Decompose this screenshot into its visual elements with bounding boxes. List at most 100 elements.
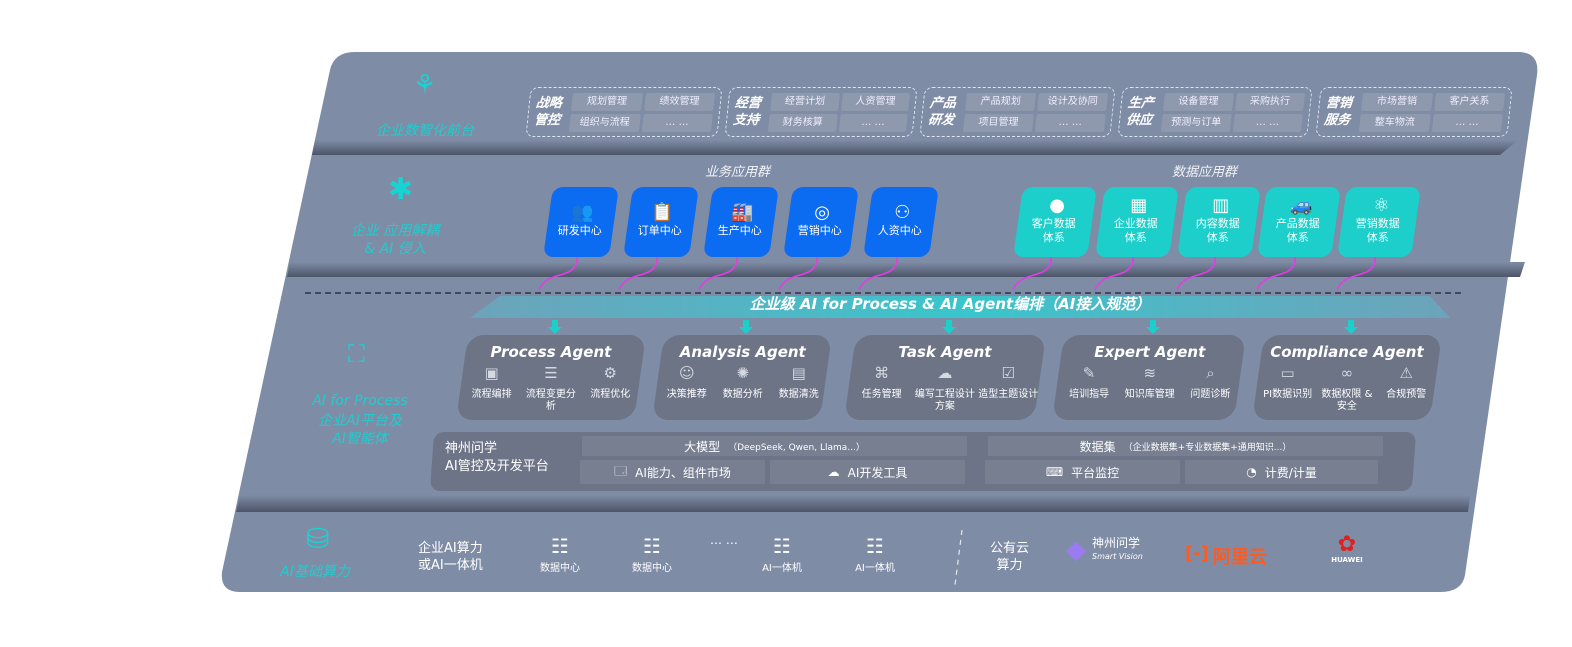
front-group-title: 产品 研发 — [927, 96, 957, 128]
front-chip[interactable]: … … — [641, 113, 713, 132]
front-chip[interactable]: 整车物流 — [1358, 113, 1431, 132]
dev-tool-item[interactable]: ☁ AI开发工具 — [770, 460, 965, 484]
front-chip[interactable]: 经营计划 — [770, 92, 840, 111]
checklist-icon: ☑ — [1001, 364, 1015, 382]
agent-card[interactable]: Expert Agent ✎ 培训指导 ≋ 知识库管理 ⌕ 问题诊断 — [1052, 335, 1246, 420]
front-chip[interactable]: … … — [1431, 113, 1503, 132]
layers-icon: ≋ — [1143, 364, 1157, 382]
agent-title: Compliance Agent — [1270, 343, 1424, 361]
agent-card[interactable]: Analysis Agent ☺ 决策推荐 ✺ 数据分析 ▤ 数据清洗 — [652, 335, 832, 420]
layer-divider — [312, 140, 1518, 155]
integration-arrow — [778, 250, 818, 291]
dev-tool-icon: ☁ — [827, 465, 840, 479]
app-tile-label: 营销数据 体系 — [1355, 217, 1400, 244]
front-chip[interactable]: 市场营销 — [1361, 92, 1433, 111]
app-tile[interactable]: ⚛ 营销数据 体系 — [1337, 187, 1421, 257]
front-chip[interactable]: 设备管理 — [1163, 92, 1234, 111]
layer-label-apps: 企业 应用解耦 & AI 侵入 — [350, 223, 440, 257]
molecule-node-icon: ✱ — [388, 172, 414, 207]
front-group-title: 战略 管控 — [533, 96, 563, 128]
monitor-label: 平台监控 — [1071, 465, 1120, 480]
front-chip[interactable]: 设计及协同 — [1037, 92, 1109, 111]
agent-capability[interactable]: ▣ 流程编排 — [462, 364, 521, 413]
agent-capability[interactable]: ⚙ 流程优化 — [581, 364, 640, 413]
front-group: 营销 服务 市场营销 客户关系 整车物流… … — [1315, 87, 1513, 137]
front-chip[interactable]: 产品规划 — [965, 92, 1037, 111]
front-group: 生产 供应 设备管理 采购执行 预测与订单… … — [1117, 87, 1313, 137]
dev-tool-label: AI开发工具 — [847, 465, 908, 480]
app-tile-label: 研发中心 — [557, 224, 602, 237]
agent-capability[interactable]: ⌕ 问题诊断 — [1180, 364, 1240, 401]
server-item: ☷ AI一体机 — [752, 533, 812, 574]
agent-capability[interactable]: ⌘ 任务管理 — [850, 364, 913, 413]
document-icon: ▤ — [791, 364, 806, 382]
gear-icon: ✺ — [736, 364, 750, 382]
front-group-title: 营销 服务 — [1323, 96, 1353, 128]
front-chip[interactable]: 项目管理 — [962, 113, 1034, 132]
app-tile-label: 营销中心 — [797, 224, 842, 237]
clipboard-icon: 📋 — [651, 202, 674, 223]
front-chip[interactable]: … … — [1232, 113, 1303, 132]
billing-label: 计费/计量 — [1264, 465, 1317, 480]
front-chip[interactable]: 客户关系 — [1433, 92, 1506, 111]
agent-capability[interactable]: ☰ 流程变更分析 — [522, 364, 581, 413]
app-tile[interactable]: ⚇ 人资中心 — [863, 187, 939, 257]
agent-capability[interactable]: ∞ 数据权限 & 安全 — [1318, 364, 1377, 413]
app-tile[interactable]: 👥 研发中心 — [543, 187, 619, 257]
app-tile[interactable]: ▥ 内容数据 体系 — [1177, 187, 1261, 257]
front-chip[interactable]: 组织与流程 — [568, 113, 641, 132]
agent-capability[interactable]: ☑ 造型主题设计 — [977, 364, 1040, 413]
factory-icon: 🏭 — [731, 202, 754, 223]
agent-capability[interactable]: ✺ 数据分析 — [715, 364, 770, 401]
marketplace-item[interactable]: 🗔 AI能力、组件市场 — [580, 460, 765, 484]
agent-capability-label: 任务管理 — [861, 389, 902, 400]
server-item: ☷ 数据中心 — [530, 533, 590, 574]
front-chip[interactable]: 财务核算 — [767, 113, 838, 132]
front-chip[interactable]: 规划管理 — [571, 92, 643, 111]
agent-title: Analysis Agent — [679, 343, 806, 361]
front-chip[interactable]: … … — [838, 113, 908, 132]
agent-capability[interactable]: ✎ 培训指导 — [1059, 364, 1119, 401]
app-tile[interactable]: ● 客户数据 体系 — [1013, 187, 1097, 257]
optimize-icon: ⚙ — [603, 364, 617, 382]
model-label: 大模型 — [684, 439, 721, 454]
front-chip[interactable]: 人资管理 — [840, 92, 911, 111]
orchestration-banner-text: 企业级 AI for Process & AI Agent编排（AI接入规范） — [749, 295, 1151, 313]
front-chip[interactable]: 绩效管理 — [643, 92, 716, 111]
monitor-item[interactable]: ⌨ 平台监控 — [985, 460, 1180, 484]
agent-capability-label: 数据分析 — [722, 389, 763, 400]
server-icon: ☷ — [773, 534, 791, 558]
agent-capability[interactable]: ☁ 编写工程设计方案 — [914, 364, 977, 413]
front-chip[interactable]: … … — [1034, 113, 1106, 132]
down-arrow-icon — [548, 320, 562, 334]
agent-card[interactable]: Compliance Agent ▭ PI数据识别 ∞ 数据权限 & 安全 ⚠ 合规预警 — [1252, 335, 1442, 420]
layer-divider — [287, 262, 1525, 277]
chip-grid: 规划管理 绩效管理 组织与流程… … — [568, 92, 716, 132]
agent-title: Expert Agent — [1094, 343, 1206, 361]
app-tile[interactable]: 🚙 产品数据 体系 — [1257, 187, 1341, 257]
layer-label-ai-en: AI for Process — [312, 393, 408, 409]
integration-arrow — [618, 250, 658, 291]
agent-capability[interactable]: ▤ 数据清洗 — [771, 364, 826, 401]
front-group: 经营 支持 经营计划 人资管理 财务核算… … — [724, 87, 918, 137]
network-icon: ⌘ — [874, 364, 890, 382]
agent-capability[interactable]: ☺ 决策推荐 — [659, 364, 714, 401]
face-scan-icon: ⛶ — [348, 340, 365, 368]
layer-label-front: 企业数智化前台 — [376, 123, 474, 139]
app-tile[interactable]: 🏭 生产中心 — [703, 187, 779, 257]
agent-capability[interactable]: ▭ PI数据识别 — [1258, 364, 1317, 413]
agent-capability[interactable]: ⚠ 合规预警 — [1377, 364, 1436, 413]
chip-grid: 经营计划 人资管理 财务核算… … — [767, 92, 911, 132]
app-tile[interactable]: ◎ 营销中心 — [783, 187, 859, 257]
front-chip[interactable]: 预测与订单 — [1160, 113, 1232, 132]
front-chip[interactable]: 采购执行 — [1234, 92, 1306, 111]
agent-card[interactable]: Process Agent ▣ 流程编排 ☰ 流程变更分析 ⚙ 流程优化 — [456, 335, 646, 420]
chip-grid: 市场营销 客户关系 整车物流… … — [1358, 92, 1506, 132]
database-icon: ⛁ — [306, 522, 330, 555]
agent-card[interactable]: Task Agent ⌘ 任务管理 ☁ 编写工程设计方案 ☑ 造型主题设计 — [844, 335, 1046, 420]
app-tile[interactable]: ▦ 企业数据 体系 — [1095, 187, 1179, 257]
user-icon: ● — [1049, 195, 1066, 216]
app-tile[interactable]: 📋 订单中心 — [623, 187, 699, 257]
agent-capability[interactable]: ≋ 知识库管理 — [1120, 364, 1180, 401]
billing-item[interactable]: ◔ 计费/计量 — [1185, 460, 1378, 484]
